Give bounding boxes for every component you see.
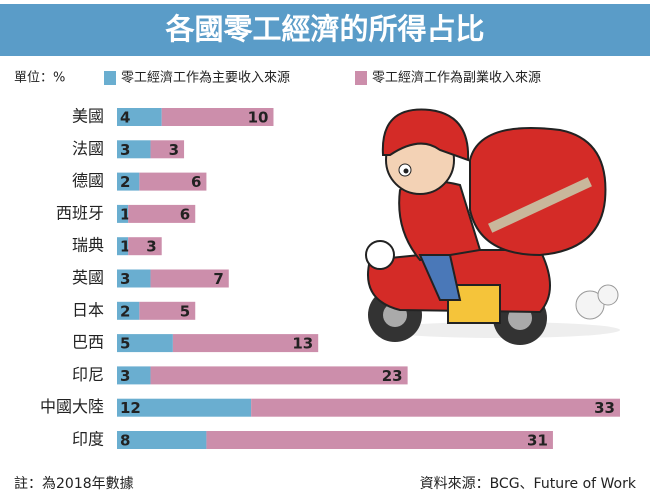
bar-segment bbox=[117, 334, 173, 353]
bar-segment bbox=[139, 301, 196, 320]
value-label: 23 bbox=[382, 367, 403, 385]
category-label: 印度 bbox=[72, 430, 104, 449]
value-label: 13 bbox=[292, 335, 313, 353]
bar-segment bbox=[117, 172, 140, 191]
bar-segment bbox=[117, 301, 140, 320]
illustration bbox=[365, 108, 620, 345]
bar-segment bbox=[172, 334, 319, 353]
category-label: 德國 bbox=[72, 171, 104, 190]
category-label: 美國 bbox=[72, 107, 104, 126]
bar-segment bbox=[117, 431, 207, 449]
bar-segment bbox=[128, 204, 196, 223]
value-label: 1 bbox=[120, 238, 130, 256]
value-label: 7 bbox=[213, 270, 223, 288]
category-label: 印尼 bbox=[72, 365, 104, 384]
category-label: 巴西 bbox=[72, 333, 104, 352]
bar-segment bbox=[139, 172, 207, 191]
category-label: 法國 bbox=[72, 139, 104, 158]
legend-swatch bbox=[355, 71, 367, 85]
legend-swatch bbox=[104, 71, 116, 85]
bar-segment bbox=[117, 140, 151, 159]
value-label: 5 bbox=[120, 335, 130, 353]
value-label: 4 bbox=[120, 109, 130, 127]
value-label: 3 bbox=[169, 141, 179, 159]
bar-segment bbox=[117, 366, 151, 385]
value-label: 3 bbox=[120, 141, 130, 159]
value-label: 3 bbox=[146, 238, 156, 256]
value-label: 1 bbox=[120, 205, 130, 223]
bar-segment bbox=[161, 108, 274, 126]
category-label: 英國 bbox=[72, 268, 104, 287]
value-label: 12 bbox=[120, 399, 141, 417]
bar-segment bbox=[117, 237, 129, 256]
bar-segment bbox=[150, 269, 229, 288]
bar-segment bbox=[128, 237, 162, 256]
value-label: 3 bbox=[120, 270, 130, 288]
value-label: 33 bbox=[594, 399, 615, 417]
value-label: 8 bbox=[120, 432, 130, 450]
category-label: 西班牙 bbox=[56, 203, 104, 222]
note: 註：為2018年數據 bbox=[14, 476, 134, 492]
bar-segment bbox=[117, 108, 162, 126]
bar-segment bbox=[117, 398, 252, 417]
bar-segment bbox=[150, 140, 185, 159]
category-label: 瑞典 bbox=[72, 236, 104, 255]
value-label: 3 bbox=[120, 367, 130, 385]
category-label: 日本 bbox=[72, 300, 104, 319]
unit-label: 單位：% bbox=[14, 71, 65, 86]
value-label: 5 bbox=[180, 302, 190, 320]
category-label: 中國大陸 bbox=[40, 397, 104, 416]
legend-label: 零工經濟工作為主要收入來源 bbox=[121, 70, 290, 86]
value-label: 10 bbox=[248, 109, 269, 127]
value-label: 2 bbox=[120, 173, 130, 191]
value-label: 31 bbox=[527, 432, 548, 450]
chart-title: 各國零工經濟的所得占比 bbox=[164, 12, 484, 46]
value-label: 6 bbox=[180, 205, 190, 223]
bar-segment bbox=[117, 269, 151, 288]
bar-segment bbox=[150, 366, 408, 385]
legend-label: 零工經濟工作為副業收入來源 bbox=[372, 70, 541, 86]
title-bar bbox=[0, 4, 650, 56]
bar-segment bbox=[117, 204, 129, 223]
source: 資料來源：BCG、Future of Work bbox=[420, 476, 637, 492]
value-label: 6 bbox=[191, 173, 201, 191]
bar-segment bbox=[251, 398, 620, 417]
bar-segment bbox=[206, 431, 553, 449]
value-label: 2 bbox=[120, 302, 130, 320]
